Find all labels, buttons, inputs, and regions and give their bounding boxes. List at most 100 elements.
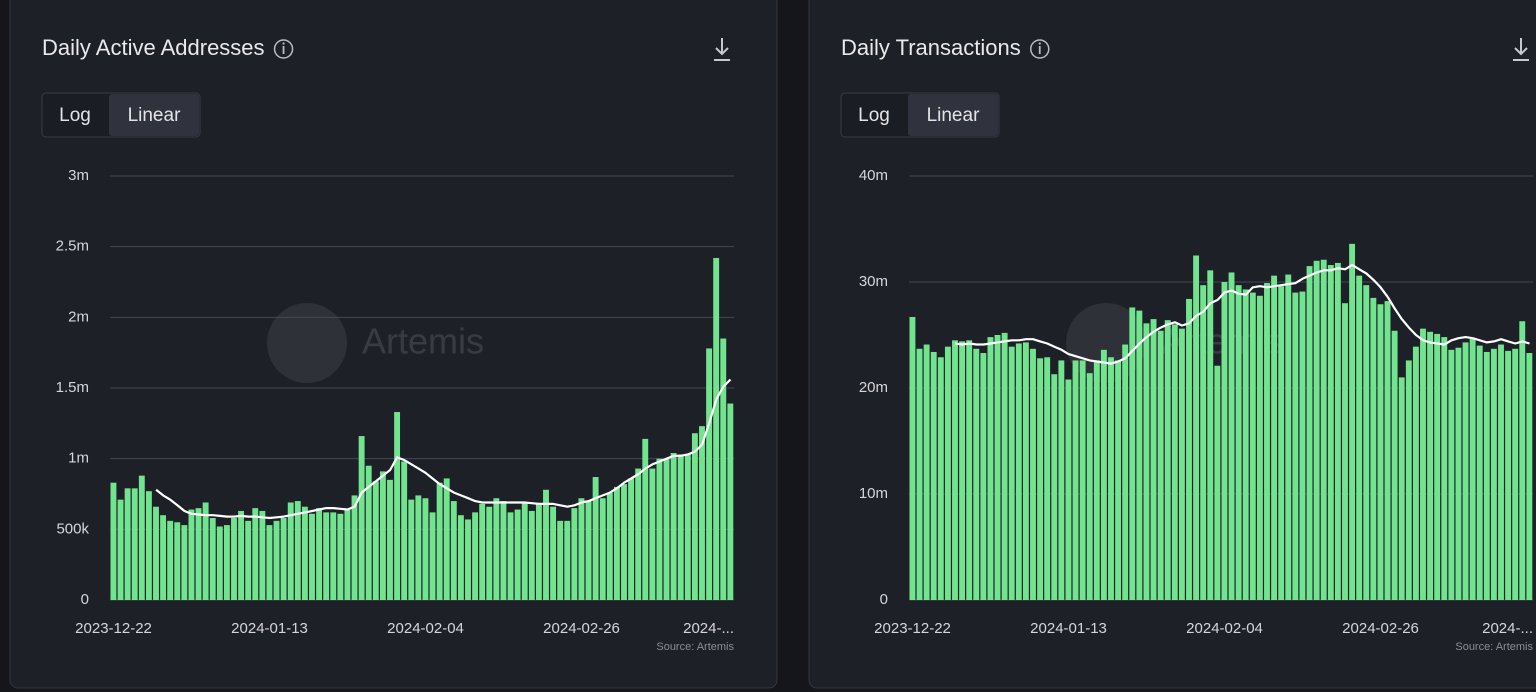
source-note: Source: Artemis: [656, 641, 734, 653]
bar: [1264, 283, 1270, 600]
bar: [1398, 377, 1405, 600]
bar: [1200, 285, 1207, 600]
info-icon-dot: [282, 42, 285, 45]
bar: [493, 498, 500, 600]
bar: [1327, 265, 1334, 600]
bar: [394, 412, 401, 600]
bar: [415, 495, 422, 600]
info-icon[interactable]: [1030, 39, 1050, 59]
bar: [1214, 365, 1221, 600]
bar: [916, 348, 923, 600]
bar: [1320, 259, 1327, 600]
bar: [1526, 353, 1533, 600]
bar: [1271, 275, 1278, 600]
x-tick-label: 2023-12-22: [874, 620, 951, 637]
bar: [273, 520, 280, 600]
download-icon[interactable]: [714, 38, 730, 61]
bar: [1249, 292, 1256, 600]
bar: [535, 503, 542, 600]
info-icon-dot: [1038, 42, 1041, 45]
bar: [699, 426, 705, 600]
scale-button-label[interactable]: Log: [59, 105, 91, 126]
bar: [429, 512, 436, 600]
bar: [1370, 297, 1377, 600]
bar: [209, 518, 216, 600]
bar: [1391, 330, 1398, 600]
bar: [457, 515, 464, 600]
bar: [1122, 344, 1129, 600]
bar: [1044, 357, 1051, 600]
y-tick-label: 40m: [859, 167, 888, 184]
bar: [1256, 295, 1263, 600]
bar: [1228, 272, 1235, 600]
bar: [1498, 344, 1504, 600]
bar: [606, 492, 613, 600]
y-tick-label: 1.5m: [56, 379, 89, 396]
bar: [358, 436, 365, 600]
bar: [1193, 255, 1200, 600]
bar: [160, 515, 167, 600]
bar: [1030, 348, 1036, 600]
bar: [1022, 342, 1029, 600]
bar: [1079, 360, 1086, 600]
scale-button-label[interactable]: Linear: [128, 105, 181, 126]
bar: [316, 508, 323, 600]
bar: [472, 512, 479, 600]
bar: [1349, 243, 1356, 600]
bar: [1363, 285, 1370, 600]
bar: [944, 346, 951, 600]
scale-button-active[interactable]: [109, 94, 199, 136]
bar: [1072, 360, 1079, 600]
bar: [923, 344, 930, 600]
bar: [1100, 349, 1107, 600]
bar: [1334, 262, 1341, 600]
bar: [1051, 374, 1058, 600]
bar: [465, 519, 471, 600]
bar: [550, 506, 557, 600]
bar: [1278, 286, 1285, 600]
bar: [952, 340, 958, 600]
bar: [195, 508, 202, 600]
x-tick-label: 2024-02-04: [387, 620, 464, 637]
bar: [1342, 303, 1348, 600]
bar: [727, 403, 734, 600]
bar: [1519, 321, 1526, 600]
bar: [351, 495, 358, 600]
bar: [1412, 346, 1419, 600]
bar: [720, 338, 727, 600]
bar: [301, 506, 308, 600]
bar: [543, 489, 549, 600]
bar: [706, 348, 713, 600]
bar: [117, 499, 124, 600]
bar: [1164, 320, 1171, 600]
bar: [649, 468, 656, 600]
scale-button-label[interactable]: Linear: [927, 105, 980, 126]
scale-button-active[interactable]: [908, 94, 998, 136]
bar: [959, 341, 966, 600]
bar: [330, 512, 337, 600]
bar: [1093, 360, 1100, 600]
bar: [564, 520, 571, 600]
bar: [1299, 291, 1306, 600]
bar: [1469, 338, 1476, 600]
bar: [1490, 348, 1497, 600]
bar: [131, 488, 138, 600]
panel-background: [9, 0, 778, 689]
bar: [937, 357, 944, 600]
bar: [124, 488, 131, 600]
y-tick-label: 20m: [859, 379, 888, 396]
bar: [500, 501, 507, 600]
bar: [557, 520, 564, 600]
x-tick-label: 2024-...: [683, 620, 734, 637]
info-icon[interactable]: [273, 39, 294, 59]
bar: [231, 518, 237, 600]
bar: [266, 525, 273, 600]
download-icon[interactable]: [1513, 38, 1529, 61]
bar: [1207, 270, 1214, 600]
scale-button-label[interactable]: Log: [858, 105, 890, 126]
bar: [294, 501, 301, 600]
bar: [167, 520, 174, 600]
bar: [1285, 274, 1292, 600]
bar: [642, 438, 649, 600]
